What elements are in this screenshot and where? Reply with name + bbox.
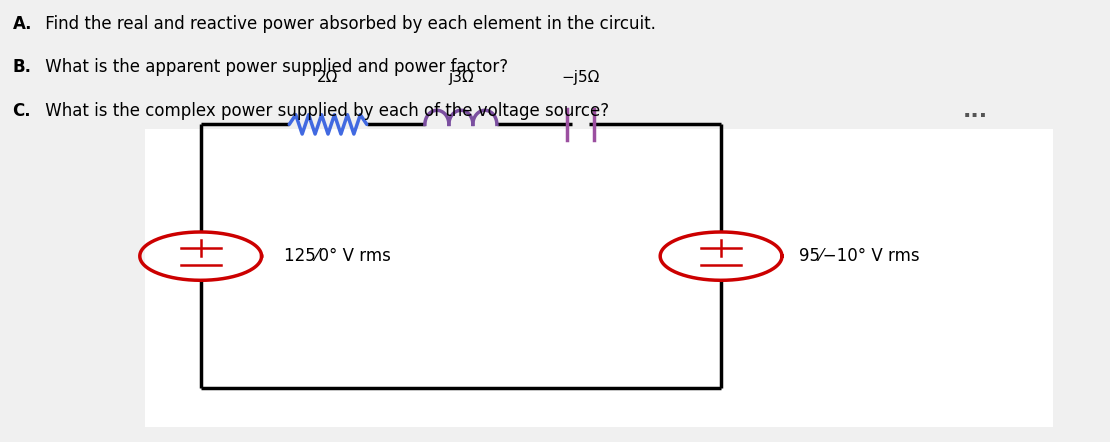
Text: B.: B. xyxy=(12,58,31,76)
Text: ...: ... xyxy=(963,101,988,121)
Text: 2Ω: 2Ω xyxy=(317,70,339,85)
Text: A.: A. xyxy=(12,15,32,33)
Text: 95⁄−10° V rms: 95⁄−10° V rms xyxy=(798,247,919,265)
Text: Find the real and reactive power absorbed by each element in the circuit.: Find the real and reactive power absorbe… xyxy=(40,15,656,33)
Text: 125⁄0° V rms: 125⁄0° V rms xyxy=(284,247,391,265)
Text: −j5Ω: −j5Ω xyxy=(562,70,599,85)
Text: What is the apparent power supplied and power factor?: What is the apparent power supplied and … xyxy=(40,58,508,76)
Text: What is the complex power supplied by each of the voltage source?: What is the complex power supplied by ea… xyxy=(40,103,609,120)
Text: C.: C. xyxy=(12,103,31,120)
Text: j3Ω: j3Ω xyxy=(448,70,474,85)
FancyBboxPatch shape xyxy=(145,129,1053,427)
